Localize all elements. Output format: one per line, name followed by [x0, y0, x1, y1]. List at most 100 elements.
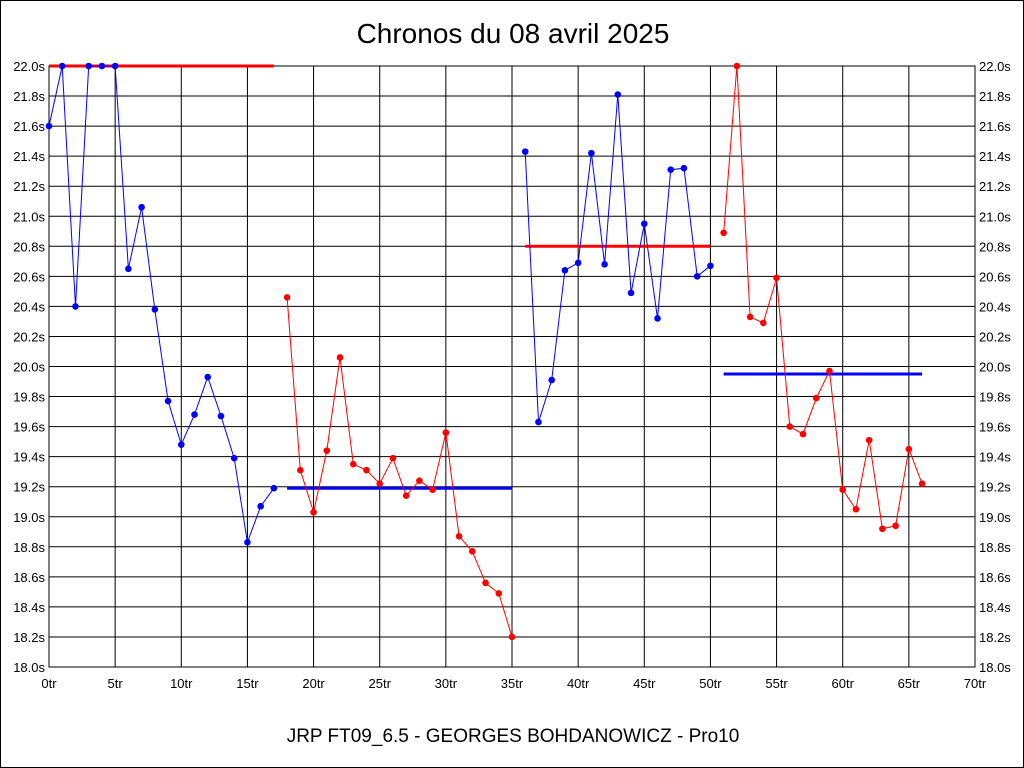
data-point: [561, 267, 569, 274]
x-tick-label: 45tr: [633, 676, 656, 691]
y-tick-label-right: 21.4s: [979, 149, 1011, 164]
y-tick-label-left: 19.0s: [13, 510, 45, 525]
y-tick-label-left: 20.8s: [13, 239, 45, 254]
plot-border: [48, 65, 976, 668]
data-point: [191, 411, 198, 418]
data-point: [574, 259, 582, 267]
data-point: [244, 538, 251, 546]
y-tick-label-right: 21.2s: [979, 179, 1011, 194]
series-line: [723, 65, 923, 530]
axes: [48, 65, 976, 668]
y-tick-label-left: 21.4s: [13, 149, 45, 164]
data-point: [217, 412, 225, 420]
y-tick-label-left: 18.6s: [13, 570, 45, 585]
data-point: [429, 486, 436, 494]
y-tick-label-right: 18.6s: [979, 570, 1011, 585]
y-tick-label-right: 19.8s: [979, 390, 1011, 405]
y-tick-label-right: 19.2s: [979, 480, 1011, 495]
data-point: [125, 265, 132, 273]
data-point: [865, 436, 873, 444]
data-point: [879, 525, 886, 533]
series-group: [45, 62, 926, 641]
x-tick-label: 35tr: [501, 676, 524, 691]
data-point: [773, 274, 780, 282]
data-point: [601, 261, 608, 268]
data-point: [323, 447, 331, 454]
data-point: [707, 262, 714, 270]
series-line: [286, 297, 513, 638]
data-point: [667, 166, 675, 173]
data-point: [640, 220, 648, 228]
series-line: [48, 65, 275, 545]
x-tick-label: 30tr: [435, 676, 458, 691]
data-point: [812, 394, 820, 402]
data-point: [349, 460, 357, 468]
y-tick-label-left: 18.2s: [13, 630, 45, 645]
y-tick-label-left: 21.2s: [13, 179, 45, 194]
y-tick-label-right: 20.4s: [979, 299, 1011, 314]
data-point: [138, 203, 145, 211]
x-tick-label: 65tr: [898, 676, 921, 691]
data-point: [151, 306, 159, 313]
chart-footer: JRP FT09_6.5 - GEORGES BOHDANOWICZ - Pro…: [287, 726, 740, 747]
data-point: [839, 486, 847, 494]
data-point: [58, 62, 66, 70]
y-tick-label-left: 20.2s: [13, 329, 45, 344]
y-tick-label-left: 21.8s: [13, 89, 45, 104]
y-tick-label-right: 21.6s: [979, 119, 1011, 134]
data-point: [826, 367, 833, 375]
y-tick-label-left: 18.4s: [13, 600, 45, 615]
data-point: [760, 319, 767, 327]
data-point: [336, 354, 344, 361]
x-tick-label: 60tr: [832, 676, 855, 691]
x-tick-label: 0tr: [41, 676, 57, 691]
grid: [48, 65, 976, 668]
y-tick-label-right: 20.8s: [979, 239, 1011, 254]
y-tick-label-left: 19.4s: [13, 450, 45, 465]
y-tick-label-right: 19.6s: [979, 420, 1011, 435]
data-point: [363, 466, 370, 474]
y-tick-label-left: 20.0s: [13, 360, 45, 375]
y-tick-label-left: 18.8s: [13, 540, 45, 555]
y-tick-label-left: 18.0s: [13, 660, 45, 675]
data-point: [310, 508, 317, 516]
x-tick-label: 50tr: [699, 676, 722, 691]
x-tick-label: 10tr: [170, 676, 193, 691]
tick-labels: 0tr 5tr 10tr 15tr 20tr 25tr 30tr 35tr 40tr 45tr 50…: [13, 59, 1011, 691]
x-tick-label: 15tr: [236, 676, 259, 691]
y-tick-label-right: 19.0s: [979, 510, 1011, 525]
data-point: [402, 492, 410, 500]
data-point: [442, 429, 450, 436]
y-tick-label-left: 19.2s: [13, 480, 45, 495]
data-point: [469, 548, 476, 555]
data-point: [45, 122, 53, 130]
y-tick-label-left: 20.6s: [13, 269, 45, 284]
y-tick-label-right: 20.2s: [979, 329, 1011, 344]
data-point: [270, 484, 278, 492]
y-tick-label-right: 18.2s: [979, 630, 1011, 645]
data-point: [614, 91, 622, 98]
data-point: [588, 149, 595, 157]
y-tick-label-right: 18.0s: [979, 660, 1011, 675]
data-point: [85, 62, 92, 70]
data-point: [389, 454, 397, 462]
data-point: [905, 445, 913, 453]
y-tick-label-right: 18.8s: [979, 540, 1011, 555]
data-point: [627, 289, 635, 297]
y-tick-label-right: 18.4s: [979, 600, 1011, 615]
data-point: [257, 502, 264, 510]
data-point: [720, 229, 727, 237]
data-point: [376, 480, 384, 487]
data-point: [799, 430, 807, 438]
y-tick-label-left: 19.6s: [13, 420, 45, 435]
series-line: [524, 94, 711, 423]
data-point: [548, 376, 555, 384]
data-point: [455, 532, 463, 540]
data-point: [918, 480, 926, 487]
data-point: [680, 164, 688, 172]
x-tick-label: 70tr: [964, 676, 987, 691]
y-tick-label-right: 20.0s: [979, 360, 1011, 375]
y-tick-label-left: 21.6s: [13, 119, 45, 134]
y-tick-label-left: 21.0s: [13, 209, 45, 224]
data-point: [654, 315, 661, 322]
